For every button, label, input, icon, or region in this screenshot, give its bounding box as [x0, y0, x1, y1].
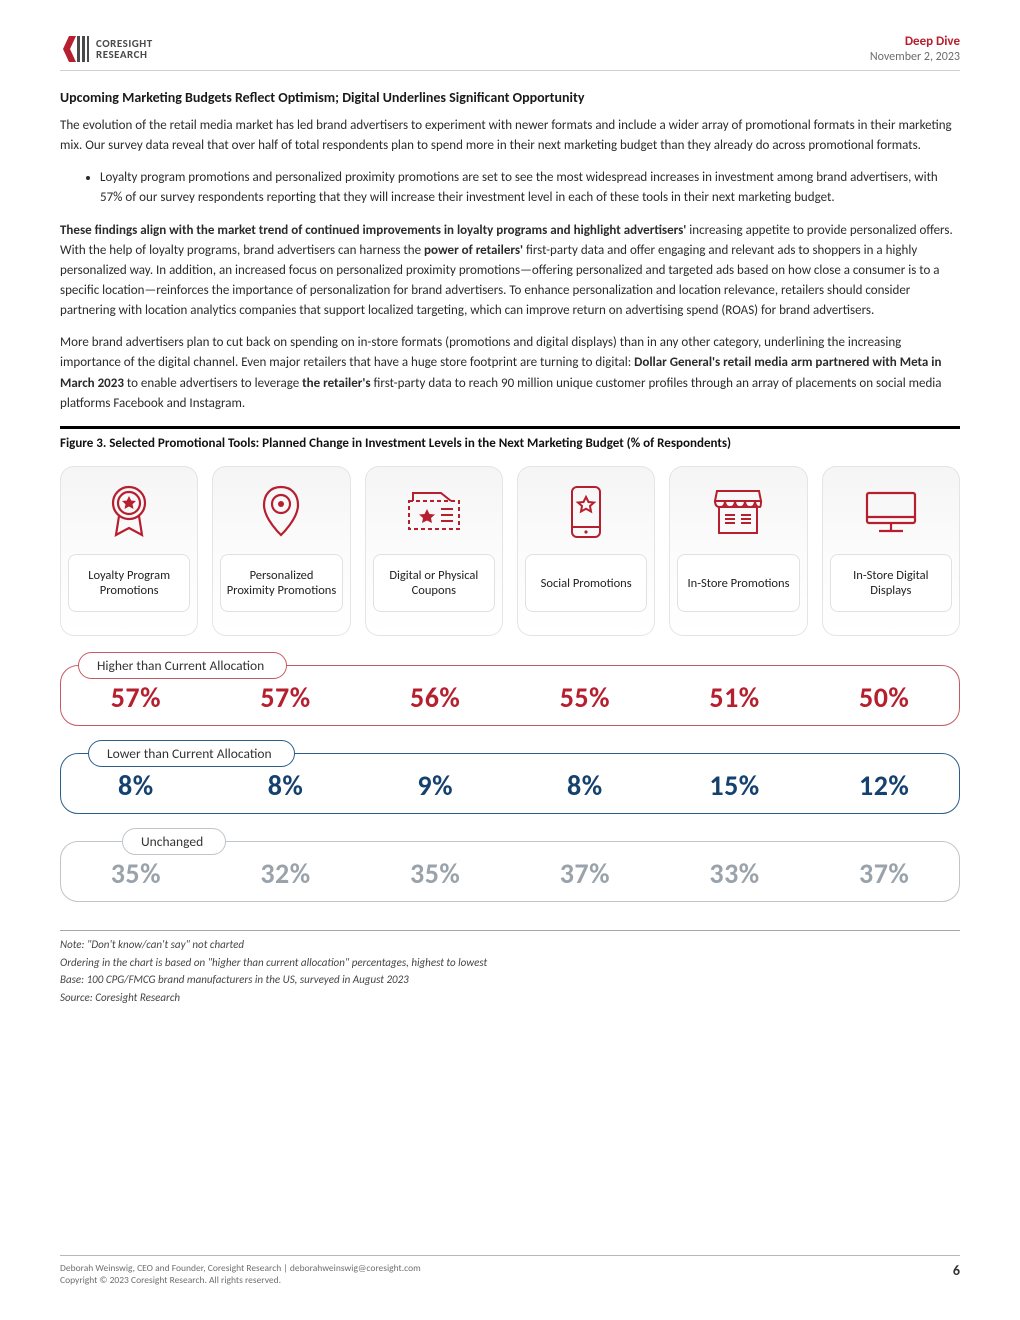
metric-value: 15% [660, 768, 810, 803]
p3-c: to enable advertisers to leverage [124, 376, 302, 391]
pin-icon [256, 480, 306, 544]
badge-icon [102, 480, 156, 544]
figure-notes: Note: "Don't know/can't say" not charted… [60, 930, 960, 1006]
doc-date: November 2, 2023 [870, 50, 960, 64]
figure-rule [60, 426, 960, 429]
metric-value: 50% [809, 680, 959, 715]
tool-label: Digital or Physical Coupons [373, 554, 495, 612]
metric-value: 8% [211, 768, 361, 803]
tool-card: Digital or Physical Coupons [365, 466, 503, 636]
metrics: Higher than Current Allocation57%57%56%5… [60, 652, 960, 902]
metric-tab: Higher than Current Allocation [78, 652, 287, 679]
doc-tag: Deep Dive [870, 34, 960, 50]
metric-value: 56% [360, 680, 510, 715]
tool-label: In-Store Promotions [677, 554, 799, 612]
bullet-item: Loyalty program promotions and personali… [100, 168, 960, 208]
coupon-icon [403, 480, 465, 544]
metric-block: Unchanged35%32%35%37%33%37% [60, 828, 960, 902]
section-heading: Upcoming Marketing Budgets Reflect Optim… [60, 89, 960, 106]
metric-tab: Unchanged [122, 828, 226, 855]
p2-bold-a: These findings align with the market tre… [60, 223, 686, 238]
logo-icon [60, 34, 90, 64]
note-line: Ordering in the chart is based on "highe… [60, 955, 960, 972]
page-footer: Deborah Weinswig, CEO and Founder, Cores… [60, 1255, 960, 1286]
tool-label: Personalized Proximity Promotions [220, 554, 342, 612]
footer-line-2: Copyright © 2023 Coresight Research. All… [60, 1274, 421, 1286]
monitor-icon [861, 480, 921, 544]
metric-value: 32% [211, 856, 361, 891]
note-line: Base: 100 CPG/FMCG brand manufacturers i… [60, 972, 960, 989]
brand-logo: CORESIGHT RESEARCH [60, 34, 153, 64]
logo-text: CORESIGHT RESEARCH [96, 38, 153, 60]
note-line: Note: "Don't know/can't say" not charted [60, 937, 960, 954]
p2-bold-c: power of retailers' [424, 243, 523, 258]
metric-block: Lower than Current Allocation8%8%9%8%15%… [60, 740, 960, 814]
tool-label: In-Store Digital Displays [830, 554, 952, 612]
metric-value: 57% [211, 680, 361, 715]
paragraph-2: These findings align with the market tre… [60, 221, 960, 322]
metric-tab: Lower than Current Allocation [88, 740, 295, 767]
metric-value: 35% [360, 856, 510, 891]
store-icon [709, 480, 767, 544]
footer-text: Deborah Weinswig, CEO and Founder, Cores… [60, 1262, 421, 1286]
tool-card: In-Store Promotions [669, 466, 807, 636]
metric-value: 9% [360, 768, 510, 803]
phone-star-icon [564, 480, 608, 544]
metric-value: 35% [61, 856, 211, 891]
p3-bold-d: the retailer's [302, 376, 370, 391]
metric-value: 37% [809, 856, 959, 891]
brand-bottom: RESEARCH [96, 49, 153, 60]
metric-value: 12% [809, 768, 959, 803]
tool-card: In-Store Digital Displays [822, 466, 960, 636]
note-line: Source: Coresight Research [60, 990, 960, 1007]
metric-value: 33% [660, 856, 810, 891]
tool-card: Loyalty Program Promotions [60, 466, 198, 636]
metric-value: 37% [510, 856, 660, 891]
tool-card: Personalized Proximity Promotions [212, 466, 350, 636]
paragraph-3: More brand advertisers plan to cut back … [60, 333, 960, 414]
page-number: 6 [953, 1262, 960, 1279]
metric-value: 57% [61, 680, 211, 715]
footer-line-1: Deborah Weinswig, CEO and Founder, Cores… [60, 1262, 421, 1274]
tool-cards: Loyalty Program Promotions Personalized … [60, 466, 960, 636]
metric-value: 51% [660, 680, 810, 715]
page-header: CORESIGHT RESEARCH Deep Dive November 2,… [60, 34, 960, 71]
header-right: Deep Dive November 2, 2023 [870, 34, 960, 64]
figure-title: Figure 3. Selected Promotional Tools: Pl… [60, 435, 960, 453]
bullet-list: Loyalty program promotions and personali… [100, 168, 960, 208]
tool-label: Social Promotions [525, 554, 647, 612]
metric-value: 8% [61, 768, 211, 803]
tool-card: Social Promotions [517, 466, 655, 636]
tool-label: Loyalty Program Promotions [68, 554, 190, 612]
metric-block: Higher than Current Allocation57%57%56%5… [60, 652, 960, 726]
paragraph-1: The evolution of the retail media market… [60, 116, 960, 156]
metric-value: 8% [510, 768, 660, 803]
metric-value: 55% [510, 680, 660, 715]
